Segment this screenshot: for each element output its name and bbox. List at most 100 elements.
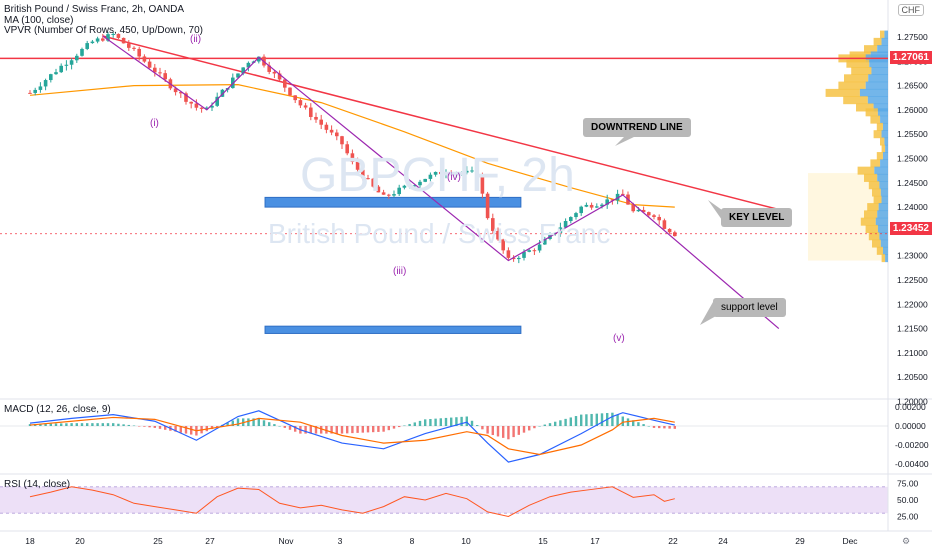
candle-body	[652, 215, 656, 217]
candle-body	[355, 161, 360, 170]
vpvr-bar-up	[868, 232, 880, 241]
candle-body	[371, 178, 375, 187]
macd-histogram-bar	[564, 418, 567, 426]
vpvr-bar-down	[875, 217, 888, 226]
current-price-tag: 1.23452	[889, 222, 932, 235]
macd-histogram-bar	[49, 423, 52, 426]
vpvr-bar-down	[884, 30, 888, 39]
candle-body	[319, 119, 323, 125]
time-axis-tick: 22	[668, 536, 678, 546]
macd-histogram-bar	[54, 423, 58, 426]
candle-body	[158, 72, 162, 74]
wave-label-v: (v)	[613, 333, 625, 344]
support-callout[interactable]: support level	[713, 298, 786, 317]
macd-histogram-bar	[39, 423, 42, 426]
candle-body	[199, 107, 204, 109]
macd-histogram-bar	[257, 418, 260, 426]
vpvr-bar-up	[876, 152, 883, 161]
macd-histogram-bar	[465, 416, 468, 426]
macd-histogram-bar	[262, 420, 266, 426]
vpvr-bar-up	[843, 96, 868, 105]
macd-histogram-bar	[538, 426, 541, 427]
time-axis-tick: 29	[795, 536, 805, 546]
macd-histogram-bar	[647, 426, 650, 427]
macd-histogram-bar	[585, 414, 588, 426]
vpvr-bar-up	[880, 30, 885, 39]
macd-histogram-bar	[377, 426, 380, 432]
support-callout-pointer	[700, 302, 716, 325]
macd-histogram-bar	[673, 426, 676, 429]
macd-histogram-bar	[663, 426, 666, 429]
vpvr-bar-down	[880, 115, 888, 124]
candle-body	[43, 80, 48, 87]
candle-body	[257, 56, 261, 62]
candle-body	[600, 204, 604, 207]
macd-histogram-bar	[361, 426, 364, 433]
ma-legend: MA (100, close)	[4, 15, 74, 26]
macd-histogram-bar	[314, 426, 318, 434]
macd-histogram-bar	[330, 426, 333, 434]
macd-histogram-bar	[101, 423, 104, 426]
price-axis-tick: 1.24000	[897, 202, 928, 212]
vpvr-bar-down	[877, 108, 888, 117]
macd-histogram-bar	[112, 423, 115, 426]
macd-histogram-bar	[210, 426, 214, 430]
macd-histogram-bar	[143, 426, 146, 427]
vpvr-bar-up	[881, 254, 886, 263]
vpvr-bar-down	[867, 96, 888, 105]
macd-histogram-bar	[320, 426, 323, 434]
downtrend-callout[interactable]: DOWNTREND LINE	[583, 118, 691, 137]
candle-body	[522, 251, 526, 258]
vpvr-bar-down	[882, 152, 888, 161]
macd-histogram-bar	[398, 426, 401, 428]
vpvr-bar-down	[880, 159, 888, 168]
candle-body	[340, 136, 344, 145]
candle-body	[241, 67, 245, 74]
candle-body	[418, 181, 422, 186]
macd-histogram-bar	[127, 424, 130, 426]
key-level-callout[interactable]: KEY LEVEL	[721, 208, 793, 227]
macd-axis-tick: 0.00200	[895, 402, 926, 412]
candle-body	[595, 206, 599, 208]
candle-body	[54, 72, 58, 75]
candle-body	[64, 64, 69, 66]
time-axis-tick: 15	[538, 536, 548, 546]
macd-histogram-bar	[216, 426, 219, 427]
macd-histogram-bar	[96, 423, 99, 426]
settings-gear-icon: ⚙	[902, 537, 910, 547]
candle-body	[210, 105, 214, 108]
vpvr-bar-down	[882, 122, 888, 131]
candle-body	[444, 172, 448, 175]
wave-label-iv: (iv)	[447, 172, 461, 183]
rsi-title: RSI (14, close)	[4, 479, 71, 490]
macd-histogram-bar	[470, 420, 474, 426]
candle-body	[303, 105, 308, 108]
vpvr-bar-up	[865, 224, 878, 233]
macd-histogram-bar	[44, 423, 47, 426]
candle-body	[376, 186, 381, 193]
macd-histogram-bar	[439, 418, 442, 426]
macd-histogram-bar	[372, 426, 375, 433]
macd-histogram-bar	[346, 426, 349, 434]
macd-histogram-bar	[60, 423, 63, 426]
macd-histogram-bar	[658, 426, 661, 429]
candle-body	[283, 79, 287, 88]
macd-histogram-bar	[117, 423, 120, 426]
macd-histogram-bar	[486, 426, 489, 434]
candle-body	[470, 170, 474, 172]
candle-body	[563, 221, 568, 228]
candle-body	[475, 170, 479, 176]
candle-body	[95, 38, 100, 42]
macd-histogram	[28, 412, 676, 440]
vpvr-bar-up	[872, 239, 881, 248]
candle-body	[485, 193, 490, 219]
price-axis-tick: 1.21000	[897, 348, 928, 358]
macd-histogram-bar	[652, 426, 656, 428]
currency-badge[interactable]: CHF	[897, 4, 924, 16]
macd-histogram-bar	[429, 418, 432, 426]
key-level-zone	[264, 196, 522, 208]
candle-body	[132, 47, 136, 49]
macd-histogram-bar	[231, 420, 234, 426]
candle-body	[381, 192, 386, 195]
